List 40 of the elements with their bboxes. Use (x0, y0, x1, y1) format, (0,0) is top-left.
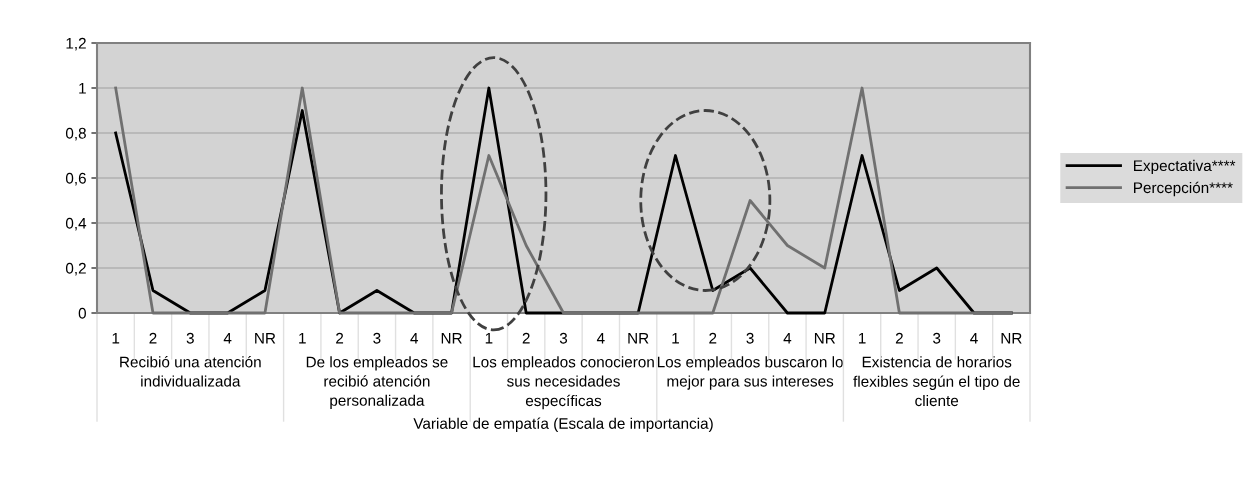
y-tick-label: 1 (79, 83, 86, 94)
x-tick-label: 1 (112, 333, 120, 344)
y-tick-label: 0,8 (65, 127, 86, 141)
x-tick-label: 2 (336, 332, 344, 344)
x-tick-label: 3 (186, 332, 194, 344)
x-tick-label: NR (1001, 333, 1022, 344)
x-tick-label: 2 (709, 332, 717, 344)
x-tick-label: NR (255, 333, 276, 344)
x-tick-label: 3 (933, 332, 941, 344)
y-tick-label: 0,2 (65, 262, 86, 276)
x-tick-label: 3 (746, 332, 754, 344)
x-tick-label: NR (628, 333, 649, 344)
x-tick-label: 3 (559, 332, 568, 344)
x-tick-label: NR (441, 333, 462, 344)
text: Los empleados buscaron lo mejor para sus intereses (657, 356, 843, 390)
x-tick-label: 1 (672, 333, 679, 344)
x-tick-label: 3 (373, 332, 381, 344)
legend-label: Percepción**** (1134, 181, 1233, 197)
y-tick-label: 0 (78, 307, 86, 319)
x-tick-label: 4 (223, 333, 232, 344)
y-tick-label: 0,4 (65, 217, 87, 231)
x-tick-label: 4 (783, 333, 792, 344)
x-axis-title: Variable de empatía (Escala de importancia) (413, 417, 713, 432)
text: De los empleados se recibió atención personalizada (306, 356, 448, 409)
y-tick-label: 1,2 (66, 37, 86, 51)
x-tick-label: NR (814, 333, 836, 344)
text: Los empleados conocieron sus necesidades específicas (473, 356, 654, 410)
x-tick-label: 4 (970, 333, 978, 344)
legend-label: Expectativa**** (1134, 159, 1236, 175)
x-tick-label: 4 (596, 333, 605, 344)
text: Recibió una atención individualizada (120, 356, 261, 387)
x-tick-label: 2 (895, 332, 903, 344)
x-tick-label: 2 (149, 332, 157, 344)
x-tick-label: 2 (522, 332, 530, 344)
y-tick-label: 0,6 (65, 172, 86, 186)
x-tick-label: 4 (410, 333, 419, 344)
x-tick-label: 1 (299, 333, 306, 344)
text: Existencia de horarios flexibles según el tipo de cliente (853, 356, 1020, 407)
x-tick-label: 1 (858, 333, 866, 344)
x-tick-label: 1 (485, 333, 493, 344)
